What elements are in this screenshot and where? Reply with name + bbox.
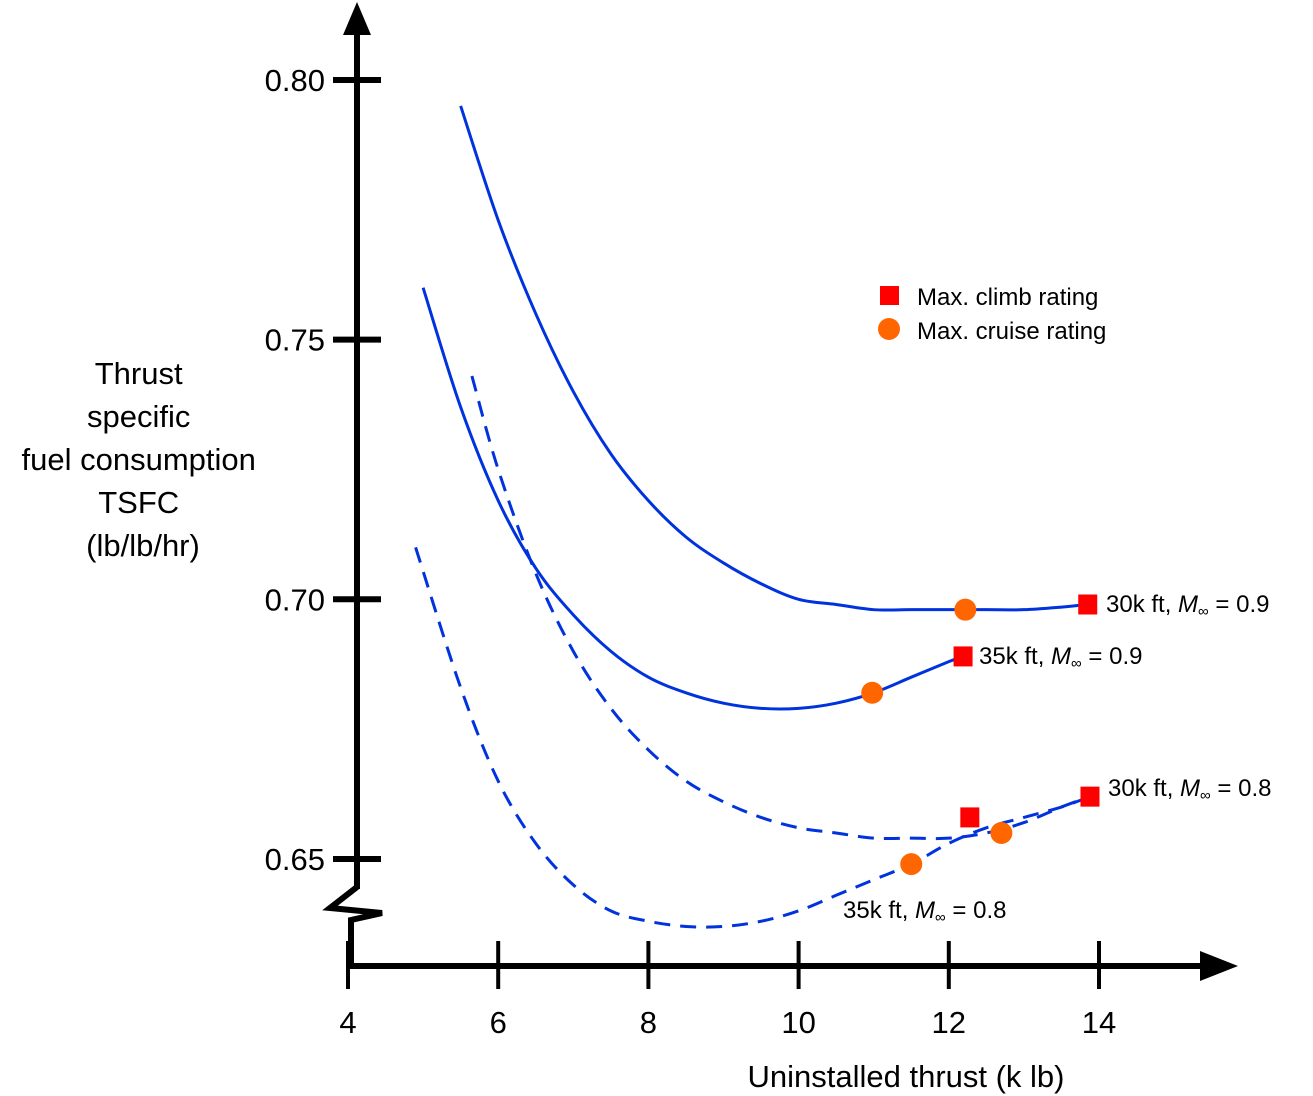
curve-label-mach: M [1178,591,1198,618]
curve-1-label: 30k ft, M∞ = 0.9 [1106,591,1269,620]
curve-4-label: 35k ft, M∞ = 0.8 [843,897,1006,926]
legend: Max. climb rating Max. cruise rating [878,284,1106,345]
cruise-rating-marker [954,598,977,621]
curve-3-line [470,375,1091,841]
climb-rating-marker [953,646,973,667]
curve-label-value: = 0.8 [946,897,1007,924]
cruise-rating-marker [990,821,1013,844]
x-tick-label: 14 [1082,1005,1116,1040]
y-tick-label: 0.70 [265,582,325,617]
climb-rating-marker [1080,786,1100,807]
curve-3-label: 30k ft, M∞ = 0.8 [1108,775,1271,804]
curve-label-value: = 0.9 [1082,643,1143,670]
x-tick-label: 8 [640,1005,657,1040]
y-axis-arrowhead [343,2,371,35]
curve-label-mach: M [915,897,935,924]
y-axis-label-line-2: specific [87,399,190,434]
climb-rating-marker [960,807,980,828]
curve-1-line [459,105,1088,612]
y-ticks: 0.65 0.70 0.75 0.80 [265,63,381,877]
y-tick-label: 0.75 [265,323,325,358]
curve-label-mach: M [1180,775,1200,802]
curve-label-altitude: 30k ft, [1108,775,1180,802]
curve-label-value: = 0.8 [1211,775,1272,802]
x-tick-label: 4 [339,1005,356,1040]
curve-label-altitude: 30k ft, [1106,591,1178,618]
legend-climb-square-icon [880,286,899,305]
curve-label-infinity: ∞ [1071,655,1082,672]
curve-label-infinity: ∞ [1198,603,1209,620]
cruise-rating-marker [900,853,923,876]
legend-cruise-circle-icon [878,318,900,340]
x-tick-label: 12 [932,1005,966,1040]
climb-rating-marker [1078,594,1098,615]
x-axis-arrowhead [1200,951,1238,981]
y-tick-label: 0.65 [265,842,325,877]
y-axis [322,2,383,967]
y-tick-label: 0.80 [265,63,325,98]
markers [861,594,1100,876]
y-axis-label-line-4: TSFC [98,485,179,520]
curve-label-infinity: ∞ [1200,787,1211,804]
x-axis-label: Uninstalled thrust (k lb) [747,1059,1064,1094]
cruise-rating-marker [861,681,884,704]
curve-2-label: 35k ft, M∞ = 0.9 [979,643,1142,672]
curves [414,105,1091,929]
x-tick-label: 10 [781,1005,815,1040]
curve-label-value: = 0.9 [1209,591,1270,618]
y-axis-break-icon [322,884,383,967]
curve-label-altitude: 35k ft, [979,643,1051,670]
curve-label-infinity: ∞ [935,909,946,926]
legend-climb-label: Max. climb rating [917,284,1098,311]
x-tick-label: 6 [490,1005,507,1040]
curve-label-mach: M [1051,643,1071,670]
y-axis-label: Thrust specific fuel consumption TSFC (l… [22,356,265,563]
y-axis-label-line-1: Thrust [95,356,183,391]
y-axis-label-line-5: (lb/lb/hr) [86,528,200,563]
curve-2-line [421,287,964,711]
curve-4-line [414,546,1091,929]
legend-cruise-label: Max. cruise rating [917,318,1106,345]
curve-label-altitude: 35k ft, [843,897,915,924]
x-ticks: 4 6 8 10 12 14 [339,941,1116,1040]
x-axis [349,951,1238,981]
y-axis-label-line-3: fuel consumption [22,442,256,477]
